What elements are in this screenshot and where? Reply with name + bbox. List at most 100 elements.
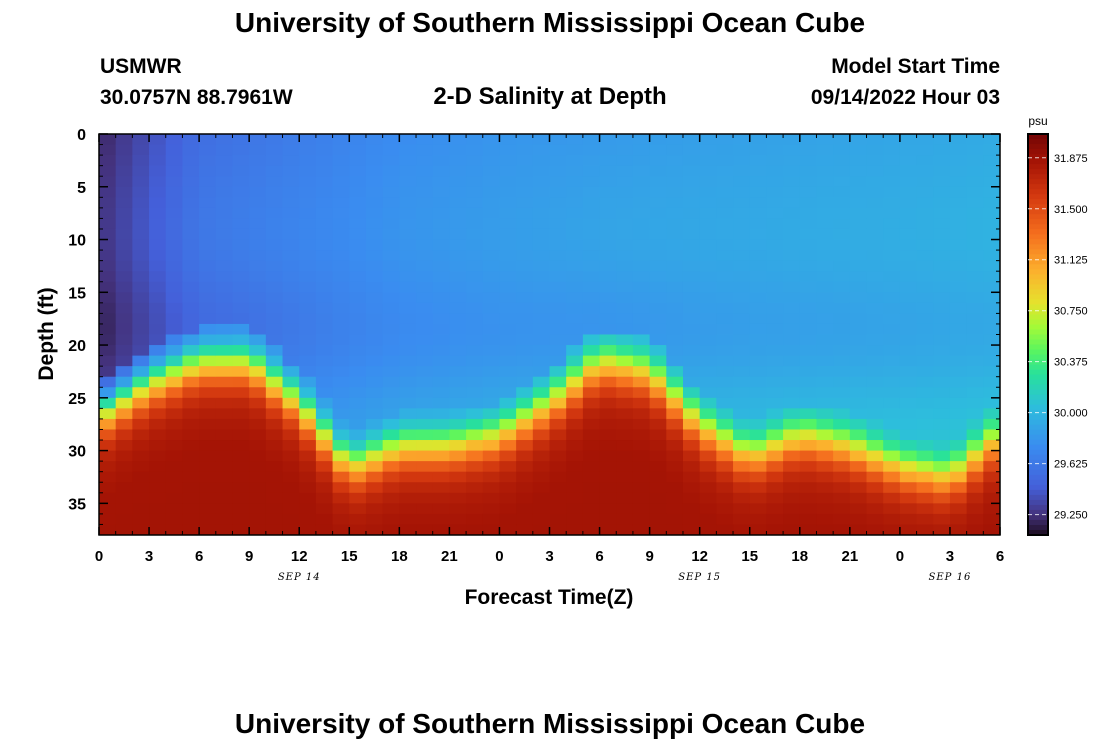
heatmap-cell [849,524,868,535]
heatmap-cell [516,366,534,378]
heatmap-cell [682,165,701,177]
heatmap-cell [232,492,250,504]
heatmap-cell [699,134,717,146]
heatmap-cell [966,387,984,399]
heatmap-cell [616,387,634,399]
heatmap-cell [733,513,751,526]
heatmap-cell [215,524,234,535]
heatmap-cell [299,186,317,198]
heatmap-cell [416,228,434,241]
heatmap-cell [616,355,634,367]
heatmap-cell [632,482,651,494]
heatmap-cell [416,218,434,230]
heatmap-cell [132,155,150,167]
heatmap-cell [482,218,501,230]
heatmap-cell [232,471,250,483]
heatmap-cell [315,461,334,473]
heatmap-cell [382,397,400,409]
heatmap-cell [616,302,634,314]
heatmap-cell [816,440,834,452]
heatmap-cell [933,387,951,399]
heatmap-cell [733,271,751,283]
heatmap-cell [632,134,651,146]
heatmap-cell [566,186,584,198]
heatmap-cell [215,313,234,325]
heatmap-cell [432,155,450,167]
heatmap-cell [532,429,551,441]
colorbar-band [1028,349,1048,356]
heatmap-cell [149,155,167,167]
heatmap-cell [382,165,400,177]
heatmap-cell [149,334,167,346]
heatmap-cell [733,260,751,272]
heatmap-cell [299,176,317,188]
heatmap-cell [916,429,934,441]
heatmap-cell [549,397,567,409]
colorbar-band [1028,464,1048,471]
heatmap-cell [599,366,617,378]
heatmap-cell [466,471,484,483]
heatmap-cell [432,524,450,535]
heatmap-cell [232,239,250,251]
heatmap-cell [599,492,617,504]
heatmap-cell [682,450,701,462]
heatmap-cell [699,302,717,314]
x-tick-label: 12 [691,548,708,565]
heatmap-cell [682,524,701,535]
heatmap-cell [199,144,217,156]
heatmap-cell [599,450,617,462]
heatmap-cell [432,144,450,156]
heatmap-cell [799,450,818,462]
heatmap-cell [365,503,384,515]
heatmap-cell [716,176,734,188]
heatmap-cell [966,482,984,494]
heatmap-cell [816,197,834,209]
heatmap-cell [699,334,717,346]
heatmap-cell [365,271,384,283]
colorbar-band [1028,259,1048,265]
heatmap-cell [716,207,734,220]
heatmap-cell [916,492,934,504]
heatmap-cell [182,418,200,431]
heatmap-cell [566,513,584,526]
heatmap-cell [349,503,367,515]
heatmap-cell [582,176,601,188]
heatmap-cell [833,155,851,167]
heatmap-cell [899,397,918,409]
page-title: University of Southern Mississippi Ocean… [234,7,866,38]
heatmap-cell [365,440,384,452]
heatmap-cell [449,260,467,272]
heatmap-cell [599,313,617,325]
heatmap-cell [532,207,551,220]
heatmap-cell [149,218,167,230]
heatmap-cell [816,239,834,251]
heatmap-cell [382,176,400,188]
colorbar-band [1028,379,1048,386]
heatmap-cell [632,408,651,420]
heatmap-cell [399,313,417,325]
heatmap-cell [532,334,551,346]
heatmap-cell [783,334,801,346]
heatmap-cell [265,524,284,535]
heatmap-cell [716,334,734,346]
heatmap-cell [649,408,667,420]
heatmap-cell [716,302,734,314]
heatmap-cell [649,397,667,409]
heatmap-cell [299,492,317,504]
heatmap-cell [482,387,501,399]
heatmap-cell [299,155,317,167]
heatmap-cell [983,355,1000,367]
heatmap-cell [616,323,634,336]
heatmap-cell [833,355,851,367]
heatmap-cell [215,228,234,241]
heatmap-cell [966,228,984,241]
heatmap-cell [416,503,434,515]
heatmap-cell [332,482,350,494]
heatmap-cell [466,144,484,156]
heatmap-cell [265,418,284,431]
heatmap-cell [449,492,467,504]
heatmap-cell [716,524,734,535]
heatmap-cell [516,313,534,325]
heatmap-cell [449,239,467,251]
x-tick-label: 9 [245,548,253,565]
